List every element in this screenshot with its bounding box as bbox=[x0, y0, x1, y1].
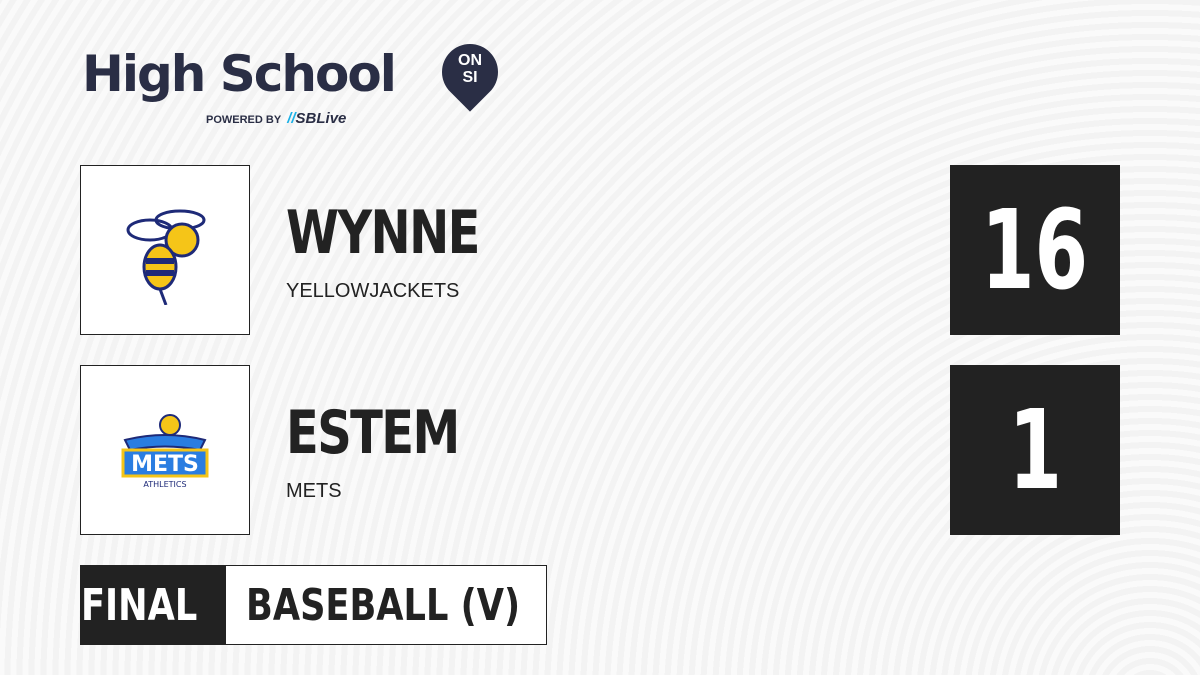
final-badge: FINAL bbox=[81, 566, 227, 644]
team-name: WYNNE bbox=[286, 198, 480, 268]
team-score: 1 bbox=[950, 365, 1120, 535]
game-status-bar: FINAL BASEBALL (V) bbox=[80, 565, 547, 645]
brand-title: High School bbox=[82, 45, 397, 103]
svg-text:METS: METS bbox=[131, 452, 199, 477]
mets-logo-icon: METS ATHLETICS bbox=[121, 414, 209, 489]
sport-label: BASEBALL (V) bbox=[246, 579, 521, 631]
high-school-on-si-logo: High School ON SI POWERED BY//SBLive bbox=[82, 32, 510, 127]
estem-team-logo: METS ATHLETICS bbox=[80, 365, 250, 535]
yellowjacket-icon bbox=[126, 209, 206, 305]
team-mascot: YELLOWJACKETS bbox=[286, 280, 460, 302]
team-mascot: METS bbox=[286, 480, 342, 502]
brand-badge: ON SI bbox=[458, 52, 482, 86]
team-name: ESTEM bbox=[286, 398, 460, 468]
powered-by: POWERED BY//SBLive bbox=[206, 110, 347, 127]
team-score: 16 bbox=[950, 165, 1120, 335]
svg-text:ATHLETICS: ATHLETICS bbox=[143, 480, 186, 489]
wynne-team-logo bbox=[80, 165, 250, 335]
sblive-logo: //SBLive bbox=[287, 110, 347, 127]
